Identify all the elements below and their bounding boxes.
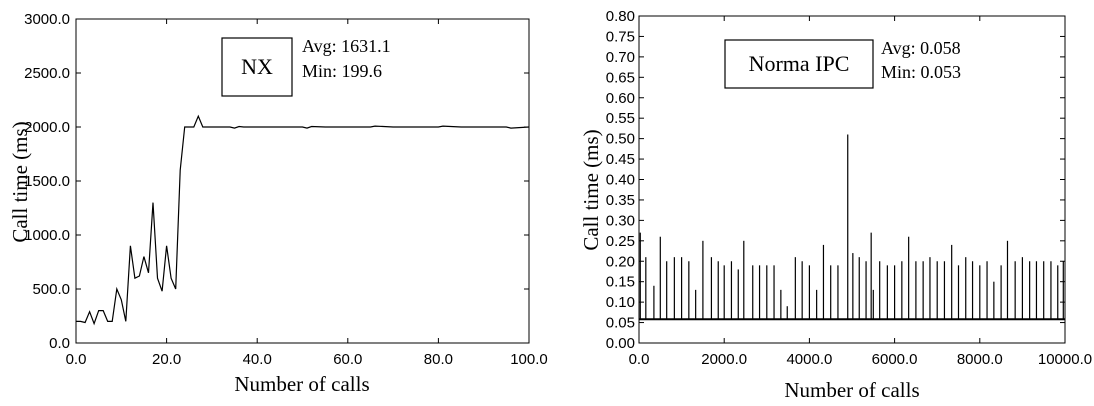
- x-tick-label: 80.0: [424, 351, 453, 368]
- y-tick-label: 0.05: [606, 315, 635, 332]
- y-tick-label: 0.80: [606, 8, 635, 25]
- y-tick-label: 0.70: [606, 49, 635, 66]
- legend-box: [221, 37, 293, 97]
- y-tick-label: 0.35: [606, 192, 635, 209]
- y-tick-label: 0.65: [606, 69, 635, 86]
- x-tick-label: 0.0: [66, 351, 87, 368]
- y-tick-label: 0.45: [606, 151, 635, 168]
- x-tick-label: 8000.0: [957, 351, 1003, 368]
- min-stat: Min: 0.053: [881, 62, 961, 82]
- legend-label: Norma IPC: [749, 51, 850, 76]
- y-tick-label: 0.75: [606, 28, 635, 45]
- min-stat: Min: 199.6: [302, 61, 382, 81]
- x-tick-label: 6000.0: [872, 351, 918, 368]
- y-tick-label: 0.20: [606, 253, 635, 270]
- y-tick-label: 0.30: [606, 212, 635, 229]
- series-line: [76, 114, 530, 326]
- avg-stat: Avg: 1631.1: [302, 36, 391, 56]
- x-tick-label: 10000.0: [1038, 351, 1092, 368]
- y-tick-label: 0.50: [606, 131, 635, 148]
- y-tick-label: 1500.0: [24, 173, 70, 190]
- y-tick-label: 500.0: [32, 281, 70, 298]
- y-tick-label: 0.60: [606, 90, 635, 107]
- y-tick-label: 3000.0: [24, 11, 70, 28]
- y-axis-label: Call time (ms): [579, 129, 603, 250]
- x-tick-label: 40.0: [243, 351, 272, 368]
- y-tick-label: 0.40: [606, 172, 635, 189]
- x-tick-label: 60.0: [333, 351, 362, 368]
- x-tick-label: 20.0: [152, 351, 181, 368]
- x-tick-label: 4000.0: [786, 351, 832, 368]
- legend-box: [724, 39, 874, 89]
- x-tick-label: 2000.0: [701, 351, 747, 368]
- avg-stat: Avg: 0.058: [881, 38, 961, 58]
- y-tick-label: 0.15: [606, 274, 635, 291]
- y-tick-label: 0.0: [49, 335, 70, 352]
- x-axis-label: Number of calls: [234, 372, 369, 396]
- x-axis-label: Number of calls: [784, 378, 919, 402]
- y-tick-label: 2000.0: [24, 119, 70, 136]
- y-tick-label: 0.25: [606, 233, 635, 250]
- x-tick-label: 100.0: [510, 351, 548, 368]
- x-tick-label: 0.0: [629, 351, 650, 368]
- y-tick-label: 0.10: [606, 294, 635, 311]
- y-tick-label: 0.00: [606, 335, 635, 352]
- y-tick-label: 1000.0: [24, 227, 70, 244]
- y-axis-label: Call time (ms): [8, 121, 32, 242]
- y-tick-label: 2500.0: [24, 65, 70, 82]
- y-tick-label: 0.55: [606, 110, 635, 127]
- legend-label: NX: [241, 54, 273, 79]
